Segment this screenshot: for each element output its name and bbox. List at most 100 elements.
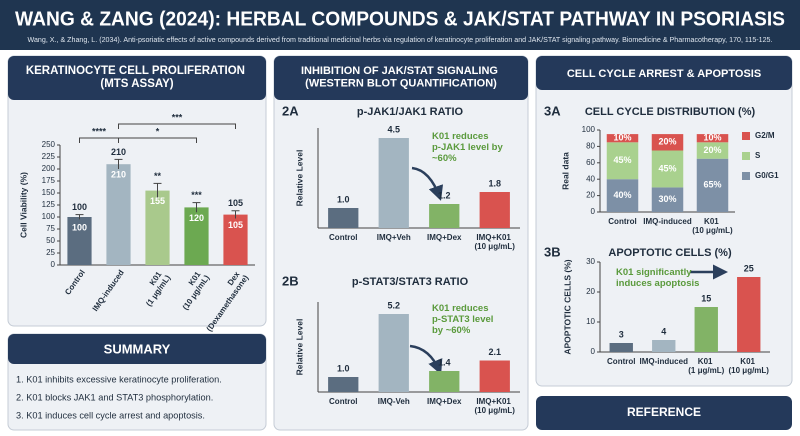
summary-item: 3. K01 induces cell cycle arrest and apo… [16,410,205,420]
bar [184,207,209,265]
panel-label: 2B [282,273,299,288]
y-axis-label: Relative Level [294,319,304,376]
y-tick-label: 0 [591,347,596,356]
legend-label: G0/G1 [755,171,779,180]
bar-value-label: 4.5 [387,124,400,134]
x-tick-label: Control [607,357,635,366]
significance-label: *** [172,112,183,122]
x-tick-label: IMQ-induced [643,217,692,226]
y-tick-label: 100 [582,125,596,134]
y-axis-label: APOPTOTIC CELLS (%) [562,259,572,354]
x-tick-label: Control [608,217,636,226]
bar [106,164,131,265]
bar [378,138,409,228]
y-tick-label: 0 [51,260,56,269]
bar-segment [606,134,639,143]
bar-value-label: 25 [744,263,754,273]
y-tick-label: 50 [46,236,55,245]
segment-label: 10% [613,133,631,143]
legend-swatch [742,152,750,160]
panel-header [536,56,792,90]
x-tick-label: Control [329,233,357,242]
chart-title: CELL CYCLE DISTRIBUTION (%) [585,106,756,118]
segment-label: 30% [658,194,676,204]
y-tick-label: 10 [586,317,595,326]
summary-item: 1. K01 inhibits excessive keratinocyte p… [16,374,222,384]
segment-label: 20% [703,145,721,155]
x-tick-label: K01 (10 μg/mL) [729,357,770,375]
significance-bracket [118,123,236,129]
bar-value-label: 120 [189,213,204,223]
panel-title: KERATINOCYTE CELL PROLIFERATION (MTS ASS… [26,65,248,90]
bar-value-label: 105 [228,220,243,230]
reference-title: REFERENCE [627,405,701,419]
bar [328,208,359,228]
reference-box [536,396,792,430]
bar-value-label: 3 [619,329,624,339]
bar-value-label: 5.2 [387,300,400,310]
x-tick-label: Control [329,397,357,406]
bar [429,371,460,392]
segment-label: 40% [613,190,631,200]
x-tick-label: IMQ-induced [640,357,689,366]
y-tick-label: 200 [42,164,56,173]
x-tick-label: IMQ+K01 (10 μg/mL) [475,397,516,415]
bar-segment [696,142,729,159]
chart-title: p-JAK1/JAK1 RATIO [357,106,464,118]
panel-header [274,56,528,100]
chart-title: APOPTOTIC CELLS (%) [608,247,732,259]
y-tick-label: 0 [591,207,596,216]
y-tick-label: 25 [46,248,55,257]
annotation: K01 significantly induces apoptosis [616,267,699,289]
legend-label: G2/M [755,131,775,140]
page-title: WANG & ZANG (2024): HERBAL COMPOUNDS & J… [15,8,785,30]
x-tick-label: K01 (10 μg/mL) [692,217,733,235]
segment-label: 20% [658,137,676,147]
bar [694,307,718,352]
bar [479,192,510,228]
bar-top-label: *** [191,190,202,200]
y-tick-label: 125 [42,200,56,209]
y-tick-label: 175 [42,176,56,185]
bar-segment [696,134,729,143]
bar-top-label: 100 [72,202,87,212]
bar-top-label: 105 [228,198,243,208]
bar [145,190,170,265]
bar [652,340,676,352]
bar [67,217,92,265]
bar-segment [651,187,684,212]
bar-value-label: 1.2 [438,190,451,200]
y-tick-label: 60 [586,158,595,167]
bar-value-label: 1.0 [337,363,350,373]
bar [378,314,409,392]
bar-value-label: 210 [111,170,126,180]
arrow [411,166,444,201]
bar-segment [606,142,639,180]
bar-value-label: 1.4 [438,357,451,367]
bar [429,204,460,228]
x-tick-label: IMQ+Dex [427,397,462,406]
y-tick-label: 225 [42,152,56,161]
panel-header [8,56,266,100]
bar [223,214,248,265]
significance-label: * [156,126,160,136]
bar-segment [696,158,729,212]
bar-segment [606,179,639,212]
panel-label: 3A [544,103,561,118]
y-tick-label: 150 [42,188,56,197]
y-tick-label: 250 [42,140,56,149]
segment-label: 45% [613,155,631,165]
chart-title: p-STAT3/STAT3 RATIO [352,276,469,288]
summary-header [8,334,266,364]
y-tick-label: 20 [586,287,595,296]
y-tick-label: 40 [586,174,595,183]
bar [479,360,510,392]
x-tick-label: IMQ+K01 (10 μg/mL) [475,233,516,251]
bar-top-label: ** [154,171,162,181]
annotation: K01 reduces p-JAK1 level by ~60% [432,131,505,164]
bar-segment [651,134,684,151]
header-bg [0,0,800,50]
bar-top-label: 210 [111,147,126,157]
y-tick-label: 75 [46,224,55,233]
